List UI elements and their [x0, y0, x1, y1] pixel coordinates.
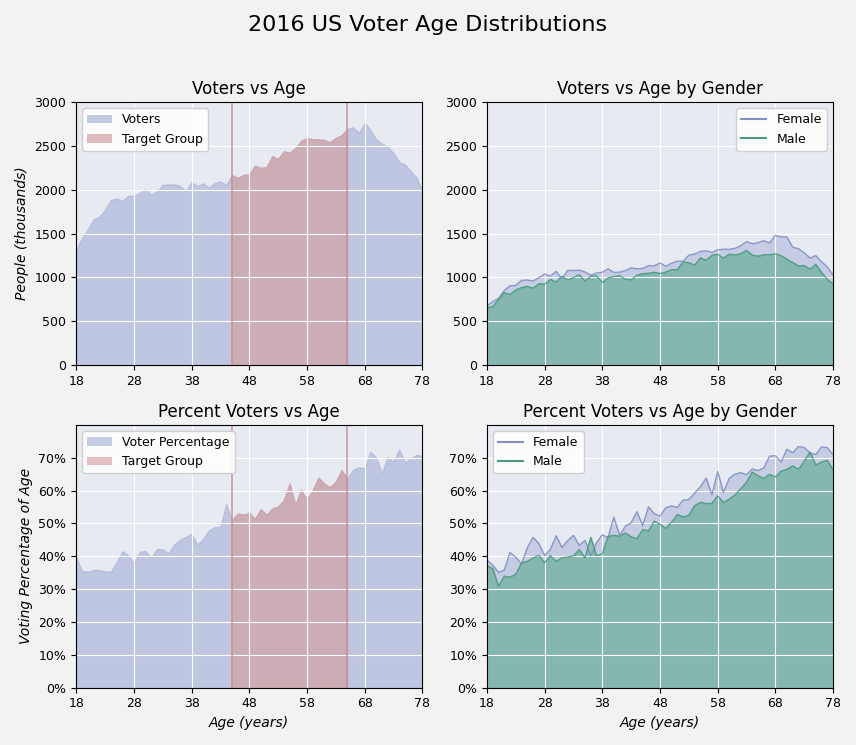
Legend: Voter Percentage, Target Group: Voter Percentage, Target Group: [82, 431, 235, 474]
Title: Voters vs Age: Voters vs Age: [193, 80, 306, 98]
X-axis label: Age (years): Age (years): [620, 716, 700, 730]
Y-axis label: People (thousands): People (thousands): [15, 167, 29, 300]
Text: 2016 US Voter Age Distributions: 2016 US Voter Age Distributions: [248, 15, 608, 35]
Title: Voters vs Age by Gender: Voters vs Age by Gender: [557, 80, 763, 98]
X-axis label: Age (years): Age (years): [209, 716, 289, 730]
Legend: Female, Male: Female, Male: [736, 108, 827, 150]
Legend: Voters, Target Group: Voters, Target Group: [82, 108, 208, 150]
Legend: Female, Male: Female, Male: [493, 431, 584, 474]
Title: Percent Voters vs Age: Percent Voters vs Age: [158, 402, 340, 421]
Y-axis label: Voting Percentage of Age: Voting Percentage of Age: [19, 469, 33, 644]
Title: Percent Voters vs Age by Gender: Percent Voters vs Age by Gender: [523, 402, 797, 421]
